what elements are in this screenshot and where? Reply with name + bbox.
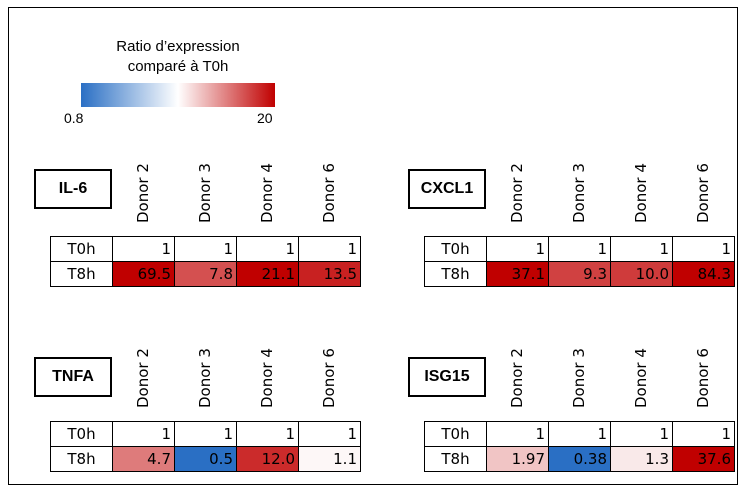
donor-header-label: Donor 3: [570, 348, 588, 408]
heatmap-cell: 1: [610, 236, 673, 262]
heatmap-cell: 1.97: [486, 446, 549, 472]
row-label: T8h: [424, 261, 487, 287]
donor-header: Donor 3: [548, 154, 610, 234]
heatmap-cell: 7.8: [174, 261, 237, 287]
row-label: T0h: [50, 421, 113, 447]
row-label: T8h: [424, 446, 487, 472]
donor-header: Donor 4: [610, 154, 672, 234]
donor-header: Donor 3: [548, 339, 610, 419]
gene-label-il-6: IL-6: [34, 169, 112, 209]
legend-color-scale: [81, 83, 275, 107]
donor-header-label: Donor 3: [196, 348, 214, 408]
donor-header: Donor 4: [610, 339, 672, 419]
legend-min-label: 0.8: [64, 110, 84, 126]
heatmap-cell: 1.3: [610, 446, 673, 472]
donor-header: Donor 3: [174, 154, 236, 234]
heatmap-cell: 1: [548, 421, 611, 447]
heatmap-cell: 1: [112, 421, 175, 447]
gene-label-cxcl1: CXCL1: [408, 169, 486, 209]
legend-title: Ratio d’expression comparé à T0h: [80, 37, 276, 77]
heatmap-cell: 1: [610, 421, 673, 447]
donor-header-label: Donor 4: [258, 163, 276, 223]
heatmap-cell: 0.5: [174, 446, 237, 472]
legend-title-line2: comparé à T0h: [127, 58, 229, 75]
donor-header-label: Donor 3: [570, 163, 588, 223]
donor-header-label: Donor 6: [320, 348, 338, 408]
row-label: T8h: [50, 446, 113, 472]
heatmap-cell: 1: [298, 236, 361, 262]
heatmap-cell: 1.1: [298, 446, 361, 472]
heatmap-row: T8h 1.97 0.38 1.3 37.6: [424, 446, 735, 472]
heatmap-cell: 37.6: [672, 446, 735, 472]
row-label: T0h: [424, 236, 487, 262]
donor-header: Donor 2: [486, 154, 548, 234]
donor-header-label: Donor 2: [508, 163, 526, 223]
heatmap-table-isg15: T0h 1 1 1 1 T8h 1.97 0.38 1.3 37.6: [424, 421, 735, 472]
heatmap-cell: 1: [298, 421, 361, 447]
heatmap-cell: 4.7: [112, 446, 175, 472]
heatmap-cell: 37.1: [486, 261, 549, 287]
donor-header: Donor 4: [236, 154, 298, 234]
heatmap-cell: 13.5: [298, 261, 361, 287]
heatmap-cell: 69.5: [112, 261, 175, 287]
heatmap-cell: 21.1: [236, 261, 299, 287]
figure-frame: [8, 7, 738, 485]
heatmap-cell: 1: [672, 421, 735, 447]
heatmap-cell: 10.0: [610, 261, 673, 287]
donor-header-label: Donor 6: [320, 163, 338, 223]
heatmap-cell: 1: [236, 421, 299, 447]
heatmap-cell: 1: [112, 236, 175, 262]
heatmap-table-cxcl1: T0h 1 1 1 1 T8h 37.1 9.3 10.0 84.3: [424, 236, 735, 287]
row-label: T0h: [424, 421, 487, 447]
donor-header-label: Donor 4: [258, 348, 276, 408]
heatmap-cell: 12.0: [236, 446, 299, 472]
heatmap-row: T8h 4.7 0.5 12.0 1.1: [50, 446, 361, 472]
heatmap-row: T8h 69.5 7.8 21.1 13.5: [50, 261, 361, 287]
donor-header: Donor 4: [236, 339, 298, 419]
heatmap-cell: 1: [672, 236, 735, 262]
donor-header: Donor 6: [672, 154, 734, 234]
donor-header-label: Donor 6: [694, 163, 712, 223]
donor-header: Donor 2: [112, 154, 174, 234]
heatmap-row: T0h 1 1 1 1: [50, 236, 361, 262]
donor-header-label: Donor 4: [632, 163, 650, 223]
row-label: T8h: [50, 261, 113, 287]
heatmap-cell: 1: [548, 236, 611, 262]
heatmap-cell: 1: [174, 236, 237, 262]
heatmap-cell: 0.38: [548, 446, 611, 472]
donor-header-label: Donor 4: [632, 348, 650, 408]
gene-label-isg15: ISG15: [408, 357, 486, 397]
donor-header-label: Donor 6: [694, 348, 712, 408]
donor-header: Donor 2: [112, 339, 174, 419]
row-label: T0h: [50, 236, 113, 262]
donor-header: Donor 6: [298, 154, 360, 234]
heatmap-cell: 84.3: [672, 261, 735, 287]
heatmap-cell: 1: [236, 236, 299, 262]
heatmap-cell: 1: [174, 421, 237, 447]
heatmap-row: T0h 1 1 1 1: [424, 236, 735, 262]
donor-header: Donor 3: [174, 339, 236, 419]
donor-header: Donor 6: [298, 339, 360, 419]
donor-header-label: Donor 2: [508, 348, 526, 408]
heatmap-row: T8h 37.1 9.3 10.0 84.3: [424, 261, 735, 287]
donor-header: Donor 2: [486, 339, 548, 419]
donor-header: Donor 6: [672, 339, 734, 419]
heatmap-cell: 1: [486, 236, 549, 262]
heatmap-table-il-6: T0h 1 1 1 1 T8h 69.5 7.8 21.1 13.5: [50, 236, 361, 287]
gene-label-tnfa: TNFA: [34, 357, 112, 397]
donor-header-label: Donor 2: [134, 163, 152, 223]
heatmap-row: T0h 1 1 1 1: [50, 421, 361, 447]
donor-header-label: Donor 3: [196, 163, 214, 223]
heatmap-cell: 9.3: [548, 261, 611, 287]
legend-max-label: 20: [257, 110, 273, 126]
donor-header-label: Donor 2: [134, 348, 152, 408]
heatmap-table-tnfa: T0h 1 1 1 1 T8h 4.7 0.5 12.0 1.1: [50, 421, 361, 472]
legend-title-line1: Ratio d’expression: [116, 38, 240, 55]
heatmap-cell: 1: [486, 421, 549, 447]
heatmap-row: T0h 1 1 1 1: [424, 421, 735, 447]
